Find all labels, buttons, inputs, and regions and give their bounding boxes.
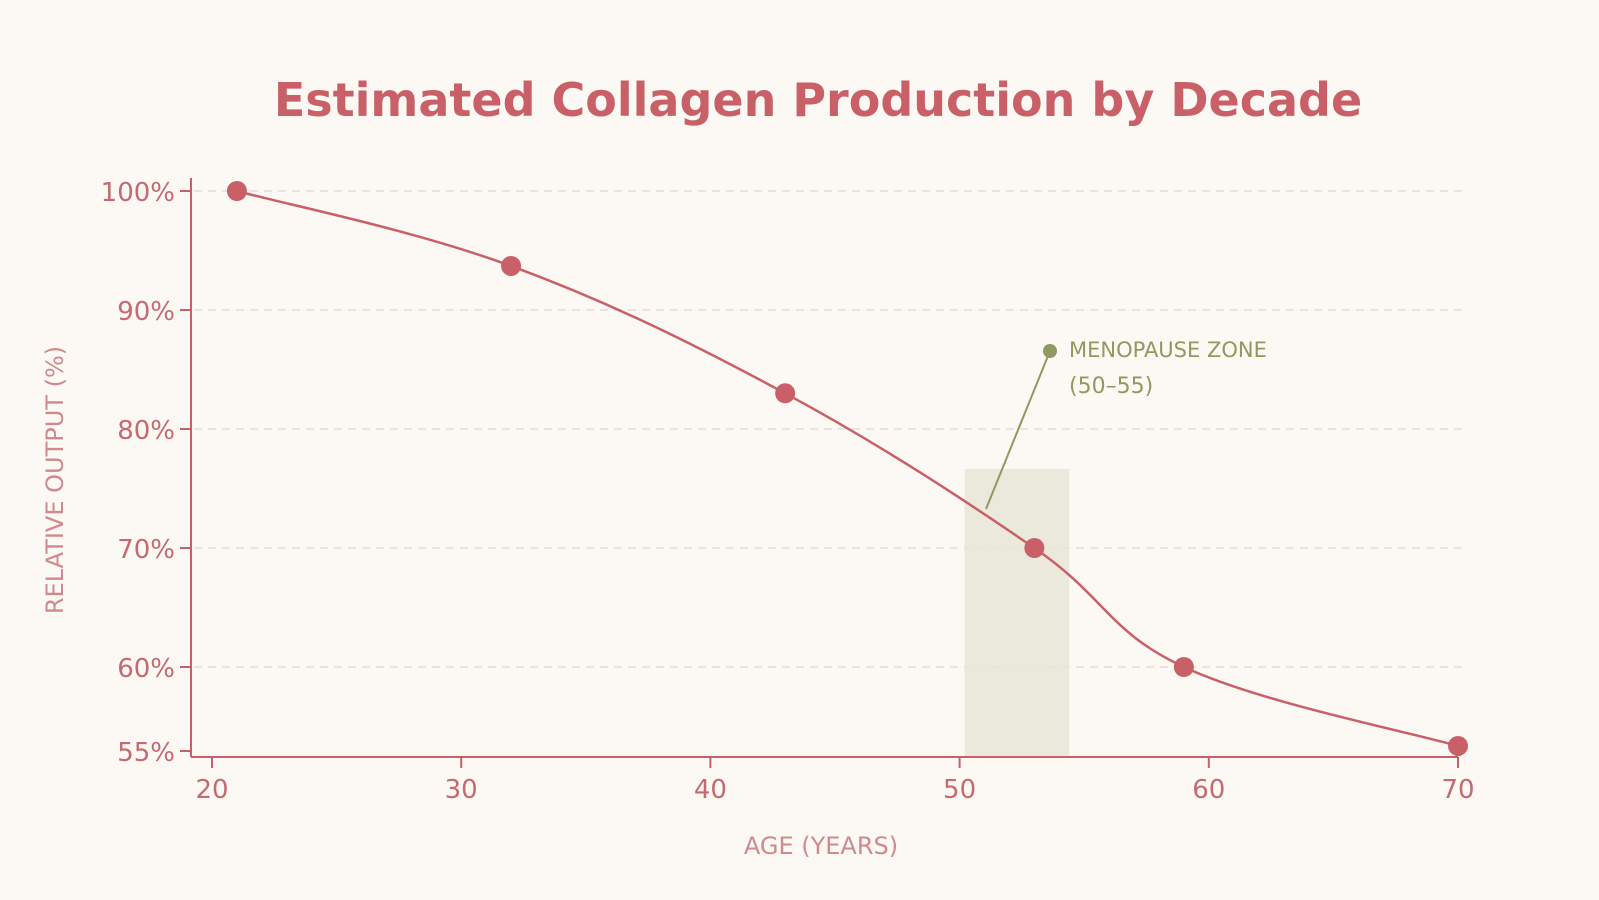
data-point (1173, 657, 1194, 677)
x-tick-label: 60 (1192, 775, 1225, 805)
y-axis-title: RELATIVE OUTPUT (%) (41, 346, 69, 614)
y-tick-label: 60% (117, 654, 175, 684)
data-point (226, 181, 247, 201)
x-tick-label: 20 (195, 775, 228, 805)
series (226, 181, 1468, 756)
y-tick-label: 90% (117, 297, 175, 327)
x-axis-title: AGE (YEARS) (744, 832, 898, 860)
menopause-zone (964, 469, 1070, 757)
series-line (236, 189, 1459, 748)
data-point (1448, 735, 1468, 756)
y-tick-label: 100% (101, 178, 175, 208)
x-tick-labels: 20 30 40 50 60 70 (195, 757, 1475, 805)
x-tick-label: 40 (694, 775, 727, 805)
gridlines (194, 190, 1468, 668)
y-tick-label: 80% (117, 416, 175, 446)
data-point (501, 255, 522, 276)
x-tick-label: 30 (445, 775, 478, 805)
data-point (1024, 538, 1045, 558)
y-tick-labels: 55% 60% 70% 80% 90% 100% (101, 178, 191, 768)
axes (190, 178, 1458, 758)
y-tick-label: 55% (117, 738, 175, 768)
x-tick-label: 50 (943, 775, 976, 805)
menopause-zone-band (964, 469, 1070, 757)
y-tick-label: 70% (117, 535, 175, 565)
annotation-leader-line (985, 350, 1051, 510)
data-point (775, 383, 796, 404)
x-tick-label: 70 (1441, 775, 1474, 805)
annotation-subtitle: (50–55) (1069, 374, 1153, 399)
annotation-title: MENOPAUSE ZONE (1069, 338, 1267, 362)
annotation: MENOPAUSE ZONE (50–55) (985, 338, 1267, 510)
annotation-marker-dot (1043, 344, 1057, 358)
chart-title: Estimated Collagen Production by Decade (274, 73, 1362, 127)
